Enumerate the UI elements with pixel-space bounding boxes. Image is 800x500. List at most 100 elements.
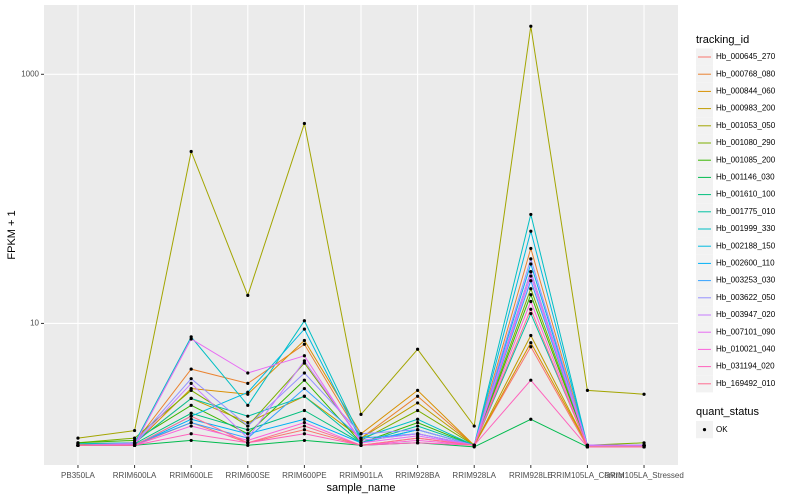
y-axis-title: FPKM + 1 [6, 210, 18, 259]
data-point [529, 307, 533, 311]
data-point [302, 432, 306, 436]
data-point [529, 262, 533, 266]
data-point [529, 257, 533, 261]
data-point [529, 270, 533, 274]
data-point [189, 388, 193, 392]
data-point [302, 417, 306, 421]
legend-title: tracking_id [696, 34, 749, 46]
data-point [359, 412, 363, 417]
legend-label: Hb_002188_150 [716, 241, 776, 250]
legend-label: Hb_000983_200 [716, 104, 776, 113]
data-point [189, 438, 193, 443]
data-point [189, 420, 193, 425]
data-point [529, 293, 533, 297]
data-point [416, 428, 420, 432]
data-point [529, 212, 533, 217]
data-point [529, 417, 533, 421]
legend-label: Hb_010021_040 [716, 345, 776, 354]
data-point [416, 408, 420, 413]
data-point [302, 378, 306, 382]
data-point [416, 436, 420, 440]
x-tick-label: RRIM600PE [282, 471, 326, 480]
data-point [529, 279, 533, 283]
data-point [529, 287, 533, 291]
data-point [302, 428, 306, 432]
data-point [189, 432, 193, 436]
data-point [642, 445, 646, 449]
data-point [246, 420, 250, 425]
data-point [642, 392, 646, 396]
data-point [529, 24, 533, 28]
data-point [416, 394, 420, 398]
data-point [302, 424, 306, 428]
data-point [359, 438, 363, 443]
data-point [302, 386, 306, 391]
x-tick-label: RRIM600SE [226, 471, 270, 480]
data-point [246, 436, 250, 440]
data-point [189, 377, 193, 381]
data-point [246, 428, 250, 432]
x-tick-label: RRIM928LE [509, 471, 553, 480]
data-point [529, 333, 533, 338]
data-point [189, 381, 193, 385]
data-point [359, 443, 363, 447]
point-legend-label: OK [716, 425, 728, 434]
data-point [416, 434, 420, 438]
legend-label: Hb_001085_200 [716, 155, 776, 164]
legend-label: Hb_000645_270 [716, 52, 776, 61]
data-point [246, 424, 250, 428]
data-point [302, 361, 306, 365]
data-point [189, 149, 193, 154]
x-tick-label: RRIM105LA_Control [551, 471, 625, 480]
data-point [416, 424, 420, 428]
data-point [246, 293, 250, 297]
data-point [529, 378, 533, 382]
x-tick-label: RRIM600LE [169, 471, 213, 480]
data-point [529, 299, 533, 304]
data-point [302, 342, 306, 346]
data-point [302, 438, 306, 443]
data-point [529, 246, 533, 251]
data-point [246, 381, 250, 385]
data-point [302, 319, 306, 323]
data-point [416, 420, 420, 425]
data-point [472, 424, 476, 428]
data-point [416, 347, 420, 351]
y-tick-label: 10 [30, 319, 39, 328]
data-point [416, 438, 420, 443]
x-tick-label: RRIM600LA [113, 471, 157, 480]
data-point [416, 388, 420, 392]
data-point [302, 394, 306, 398]
data-point [302, 408, 306, 413]
data-point [76, 436, 80, 440]
point-legend-title: quant_status [696, 406, 759, 418]
data-point [359, 432, 363, 436]
data-point [246, 414, 250, 418]
data-point [302, 121, 306, 126]
data-point [472, 443, 476, 447]
legend-label: Hb_001146_030 [716, 173, 775, 182]
legend-label: Hb_001080_290 [716, 138, 776, 147]
data-point [246, 390, 250, 394]
data-point [529, 274, 533, 278]
data-point [416, 417, 420, 421]
legend-label: Hb_003253_030 [716, 276, 776, 285]
data-point [246, 371, 250, 375]
x-tick-label: RRIM901LA [339, 471, 383, 480]
data-point [302, 359, 306, 363]
data-point [416, 441, 420, 445]
legend-label: Hb_001053_050 [716, 121, 776, 130]
data-point [189, 414, 193, 418]
legend-label: Hb_001775_010 [716, 207, 776, 216]
x-tick-label: PB350LA [61, 471, 95, 480]
data-point [246, 438, 250, 443]
legend-label: Hb_003947_020 [716, 310, 776, 319]
data-point [246, 432, 250, 436]
data-point [302, 420, 306, 425]
legend-point [702, 428, 707, 432]
data-point [76, 443, 80, 447]
data-point [529, 345, 533, 349]
data-point [585, 388, 590, 392]
legend-label: Hb_001999_330 [716, 224, 776, 233]
